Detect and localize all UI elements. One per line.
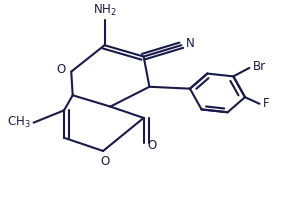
Text: N: N xyxy=(186,37,194,50)
Text: F: F xyxy=(263,97,270,110)
Text: CH$_3$: CH$_3$ xyxy=(7,115,31,130)
Text: O: O xyxy=(100,155,109,168)
Text: Br: Br xyxy=(253,60,266,73)
Text: NH$_2$: NH$_2$ xyxy=(93,3,117,18)
Text: O: O xyxy=(147,139,156,152)
Text: O: O xyxy=(57,63,66,76)
